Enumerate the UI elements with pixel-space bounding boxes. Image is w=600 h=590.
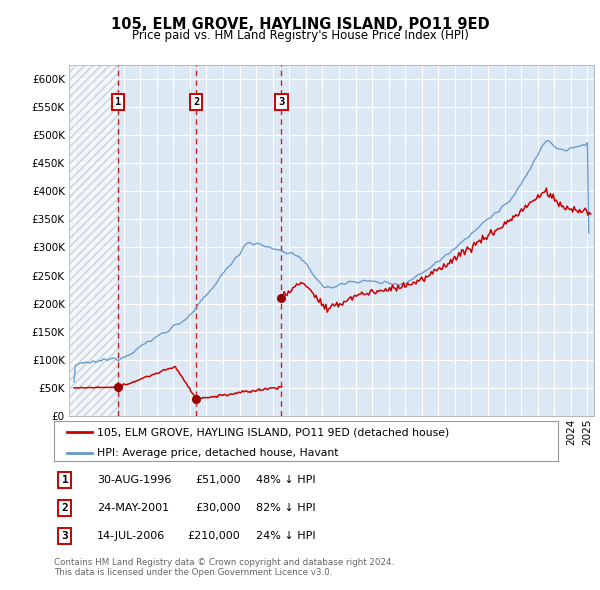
Text: 1: 1 <box>115 97 121 107</box>
Text: 1: 1 <box>62 475 68 485</box>
Text: HPI: Average price, detached house, Havant: HPI: Average price, detached house, Hava… <box>97 448 338 458</box>
Text: Price paid vs. HM Land Registry's House Price Index (HPI): Price paid vs. HM Land Registry's House … <box>131 30 469 42</box>
Text: £51,000: £51,000 <box>195 475 241 485</box>
Text: 24% ↓ HPI: 24% ↓ HPI <box>256 531 315 541</box>
Text: £210,000: £210,000 <box>188 531 241 541</box>
Text: 24-MAY-2001: 24-MAY-2001 <box>97 503 169 513</box>
Text: Contains HM Land Registry data © Crown copyright and database right 2024.
This d: Contains HM Land Registry data © Crown c… <box>54 558 394 577</box>
Text: 2: 2 <box>62 503 68 513</box>
Bar <box>69 65 118 416</box>
Text: 48% ↓ HPI: 48% ↓ HPI <box>256 475 315 485</box>
Text: 82% ↓ HPI: 82% ↓ HPI <box>256 503 315 513</box>
Text: 105, ELM GROVE, HAYLING ISLAND, PO11 9ED (detached house): 105, ELM GROVE, HAYLING ISLAND, PO11 9ED… <box>97 428 449 438</box>
Text: 105, ELM GROVE, HAYLING ISLAND, PO11 9ED: 105, ELM GROVE, HAYLING ISLAND, PO11 9ED <box>110 17 490 31</box>
Text: 2: 2 <box>193 97 199 107</box>
Text: 14-JUL-2006: 14-JUL-2006 <box>97 531 165 541</box>
Text: 30-AUG-1996: 30-AUG-1996 <box>97 475 171 485</box>
Text: £30,000: £30,000 <box>195 503 241 513</box>
Text: 3: 3 <box>278 97 284 107</box>
Text: 3: 3 <box>62 531 68 541</box>
